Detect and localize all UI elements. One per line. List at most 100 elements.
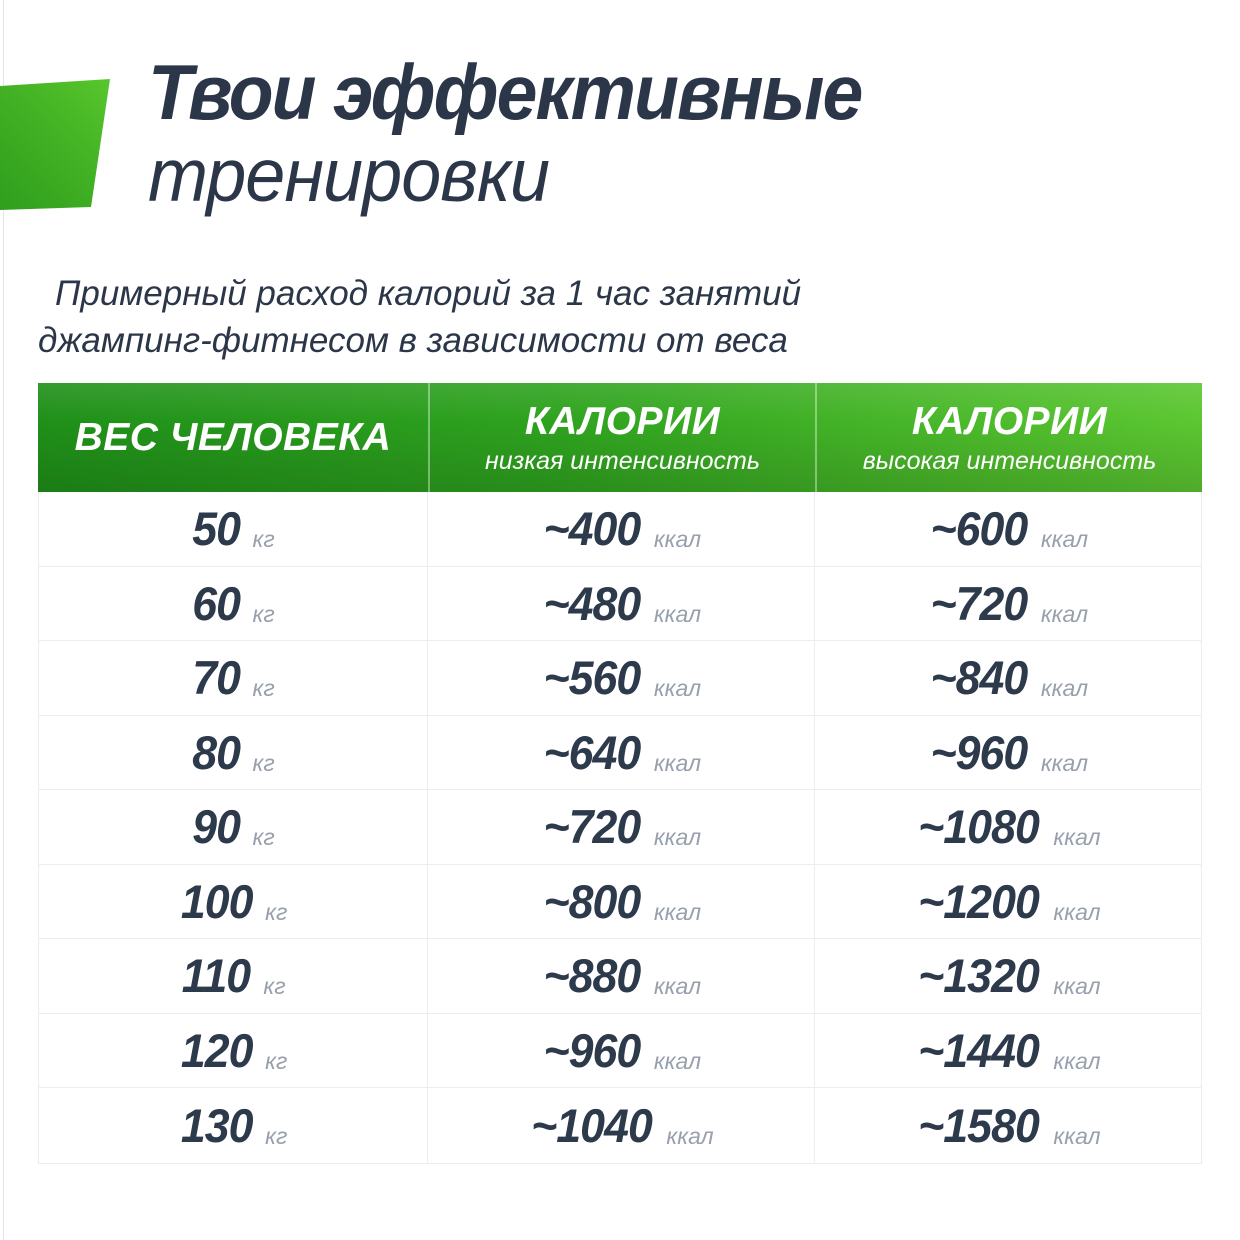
cell-value: ~1080 [918, 800, 1041, 854]
high-intensity-cell: ~960 ккал [815, 715, 1201, 790]
cell-value: ~600 [930, 502, 1028, 556]
cell-unit: ккал [653, 600, 702, 627]
low-intensity-cell: ~720 ккал [428, 790, 815, 865]
cell-unit: ккал [666, 1122, 714, 1149]
cell-unit: ккал [1040, 526, 1089, 553]
table-header-row: ВЕС ЧЕЛОВЕКА КАЛОРИИ низкая интенсивност… [38, 383, 1202, 492]
high-intensity-cell: ~720 ккал [815, 566, 1201, 641]
header-low-intensity-subtitle: низкая интенсивность [484, 446, 761, 475]
cell-unit: кг [252, 600, 275, 627]
cell-unit: кг [252, 526, 275, 553]
cell-value: 80 [192, 725, 242, 779]
cell-unit: кг [252, 749, 275, 776]
header-high-intensity-subtitle: высокая интенсивность [862, 446, 1157, 475]
low-intensity-cell: ~480 ккал [428, 566, 815, 641]
header-high-intensity-column: КАЛОРИИ высокая интенсивность [815, 383, 1202, 492]
cell-unit: ккал [653, 898, 702, 925]
cell-value: 90 [192, 800, 242, 854]
cell-value: ~1040 [531, 1098, 654, 1152]
header-weight-title: ВЕС ЧЕЛОВЕКА [74, 415, 392, 459]
cell-value: ~720 [930, 576, 1028, 630]
cell-value: ~480 [543, 576, 641, 630]
cell-unit: ккал [1040, 675, 1089, 702]
cell-value: 60 [192, 576, 242, 630]
low-intensity-cell: ~400 ккал [428, 492, 815, 567]
cell-unit: кг [252, 675, 275, 702]
cell-unit: кг [265, 1122, 288, 1149]
cell-value: 130 [180, 1098, 254, 1152]
cell-unit: ккал [1053, 1047, 1101, 1074]
high-intensity-cell: ~1440 ккал [815, 1013, 1201, 1088]
cell-unit: ккал [653, 675, 702, 702]
header-low-intensity-title: КАЛОРИИ [524, 399, 721, 443]
cell-unit: ккал [1053, 898, 1101, 925]
cell-value: ~560 [543, 651, 641, 705]
low-intensity-cell: ~640 ккал [428, 715, 815, 790]
weight-cell: 70 кг [39, 641, 428, 716]
cell-value: ~1200 [918, 874, 1041, 928]
header-high-intensity-title: КАЛОРИИ [911, 399, 1108, 443]
high-intensity-cell: ~1080 ккал [815, 790, 1201, 865]
weight-cell: 110 кг [39, 939, 428, 1014]
weight-cell: 120 кг [39, 1013, 428, 1088]
high-intensity-cell: ~1580 ккал [815, 1088, 1201, 1163]
cell-value: ~1320 [918, 949, 1041, 1003]
page-subtitle: Примерный расход калорий за 1 час заняти… [38, 270, 801, 364]
cell-unit: кг [263, 973, 286, 1000]
cell-value: ~880 [543, 949, 641, 1003]
cell-value: ~720 [543, 800, 641, 854]
cell-unit: ккал [653, 749, 702, 776]
header-low-intensity-column: КАЛОРИИ низкая интенсивность [428, 383, 815, 492]
cell-value: ~1580 [918, 1098, 1041, 1152]
cell-value: 100 [180, 874, 254, 928]
low-intensity-cell: ~560 ккал [428, 641, 815, 716]
cell-value: ~960 [930, 725, 1028, 779]
weight-cell: 60 кг [39, 566, 428, 641]
high-intensity-cell: ~600 ккал [815, 492, 1201, 567]
page-title-line1: Твои эффективные [148, 48, 863, 136]
cell-unit: ккал [653, 973, 702, 1000]
cell-unit: ккал [1053, 1122, 1101, 1149]
page-subtitle-line1: Примерный расход калорий за 1 час заняти… [55, 274, 802, 313]
cell-value: ~400 [543, 502, 641, 556]
page-title: Твои эффективные тренировки [148, 48, 907, 214]
cell-unit: кг [265, 1047, 288, 1074]
weight-cell: 80 кг [39, 715, 428, 790]
high-intensity-cell: ~840 ккал [815, 641, 1201, 716]
header-weight-column: ВЕС ЧЕЛОВЕКА [38, 383, 428, 492]
cell-value: ~1440 [918, 1023, 1041, 1077]
weight-cell: 90 кг [39, 790, 428, 865]
table-body: 50 кг ~400 ккал ~600 ккал 60 кг ~480 ккал ~720 ккал… [38, 492, 1202, 1164]
cell-value: 120 [180, 1023, 254, 1077]
cell-unit: кг [265, 898, 288, 925]
calories-table: ВЕС ЧЕЛОВЕКА КАЛОРИИ низкая интенсивност… [38, 383, 1202, 1164]
cell-value: ~800 [543, 874, 641, 928]
cell-unit: ккал [1053, 973, 1101, 1000]
cell-value: ~960 [543, 1023, 641, 1077]
cell-unit: ккал [653, 1047, 702, 1074]
cell-value: 70 [192, 651, 242, 705]
cell-value: 50 [192, 502, 242, 556]
cell-unit: ккал [1053, 824, 1101, 851]
cell-value: 110 [182, 949, 251, 1003]
low-intensity-cell: ~800 ккал [428, 864, 815, 939]
low-intensity-cell: ~1040 ккал [428, 1088, 815, 1163]
high-intensity-cell: ~1320 ккал [815, 939, 1201, 1014]
green-accent-shape [0, 79, 110, 210]
weight-cell: 130 кг [39, 1088, 428, 1163]
cell-unit: ккал [653, 526, 702, 553]
cell-value: ~640 [543, 725, 641, 779]
high-intensity-cell: ~1200 ккал [815, 864, 1201, 939]
page-title-line2: тренировки [148, 133, 550, 217]
low-intensity-cell: ~880 ккал [428, 939, 815, 1014]
cell-unit: ккал [1040, 749, 1089, 776]
cell-unit: ккал [1040, 600, 1089, 627]
low-intensity-cell: ~960 ккал [428, 1013, 815, 1088]
cell-value: ~840 [930, 651, 1028, 705]
left-edge-line [3, 0, 4, 1240]
cell-unit: ккал [653, 824, 702, 851]
page-subtitle-line2: джампинг-фитнесом в зависимости от веса [38, 321, 788, 360]
weight-cell: 100 кг [39, 864, 428, 939]
cell-unit: кг [252, 824, 275, 851]
